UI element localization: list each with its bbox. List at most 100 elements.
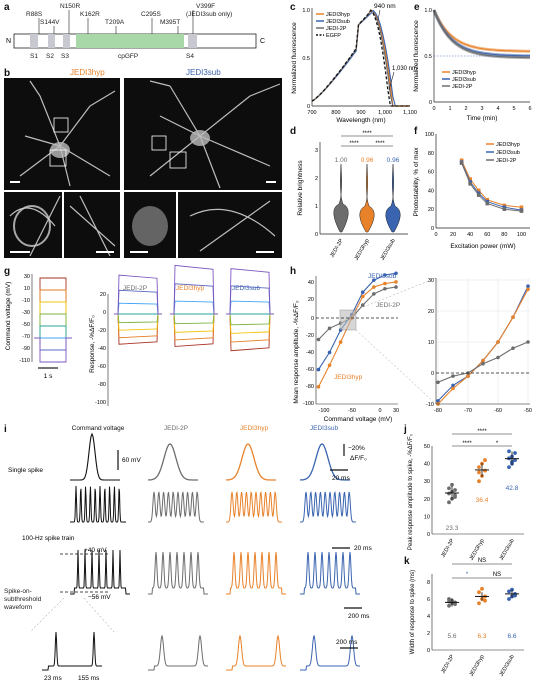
c-ytick-0: 0 bbox=[307, 104, 310, 110]
f-xlabel: Excitation power (mW) bbox=[450, 243, 515, 250]
f-legend-jedi3hyp: JEDI3hyp bbox=[496, 142, 520, 148]
j-ytick: 40 bbox=[424, 462, 430, 468]
i-label-40mv: +40 mV bbox=[84, 547, 107, 554]
i-spike-train-trace bbox=[226, 491, 282, 523]
k-value-jedi3hyp: 6.3 bbox=[477, 633, 486, 640]
c-xtick-700: 700 bbox=[307, 110, 316, 116]
e-xlabel: Time (min) bbox=[467, 115, 498, 122]
d-cat-jedi3sub: JEDI3sub bbox=[380, 238, 397, 262]
i-subthreshold-trace bbox=[226, 551, 286, 595]
g-response-trace bbox=[226, 313, 274, 326]
e-xtick: 5 bbox=[512, 106, 515, 112]
brightness-violin-chart: Relative brightness 0 1 2 3 1.00 0.96 0.… bbox=[297, 131, 408, 262]
c-ylabel: Normalized fluorescence bbox=[291, 22, 298, 94]
h-series-jedi2p-point bbox=[394, 285, 398, 289]
g-ytick-10: 10 bbox=[24, 286, 30, 292]
j-point bbox=[453, 488, 457, 492]
j-point bbox=[477, 470, 481, 475]
segment-label-s1: S1 bbox=[30, 53, 38, 60]
c-tail-label: 1,030 nm bbox=[392, 66, 417, 72]
f-xtick: 100 bbox=[517, 232, 526, 238]
g-response-trace bbox=[170, 264, 218, 315]
n-terminus-label: N bbox=[6, 38, 11, 45]
f-series-jedi3hyp-point bbox=[502, 203, 507, 208]
e-line-jedi2p bbox=[433, 9, 530, 59]
j-point bbox=[477, 479, 481, 484]
k-cat-jedi3hyp: JEDI3hyp bbox=[469, 654, 486, 678]
i-scale-200ms-b: 200 ms bbox=[336, 639, 358, 646]
d-sig-2p-hyp: **** bbox=[349, 141, 359, 147]
h-series-jedi3sub-line bbox=[318, 272, 397, 370]
j-point bbox=[477, 465, 481, 470]
k-point bbox=[453, 602, 457, 606]
h-zoom-jedi3hyp-point bbox=[481, 358, 485, 363]
segment-label-s4: S4 bbox=[186, 53, 194, 60]
h-ytick-m100: -100 bbox=[303, 401, 314, 407]
f-ytick: 0 bbox=[431, 226, 434, 232]
h-ytick-0: 0 bbox=[311, 316, 314, 322]
panel-label-i: i bbox=[4, 424, 7, 435]
g-ytick-m10: -10 bbox=[22, 298, 30, 304]
h-xtick-m50: -50 bbox=[348, 408, 356, 414]
h-xtick-0: 0 bbox=[378, 408, 381, 414]
c-legend-jedi3hyp: JEDI3hyp bbox=[326, 12, 350, 18]
h-rtick-20: 20 bbox=[428, 309, 434, 315]
f-ytick: 100 bbox=[425, 132, 434, 138]
h-series-jedi3hyp-point bbox=[372, 285, 376, 289]
g-response-trace bbox=[226, 300, 274, 315]
i-row-spike-train: 100-Hz spike train bbox=[22, 535, 75, 542]
h-rxtick-m80: -80 bbox=[434, 408, 442, 414]
inset-jedi3hyp-1 bbox=[4, 192, 62, 258]
f-series-jedi3sub-point bbox=[485, 199, 490, 204]
protein-domain-diagram: N C R88S S144V N150R K162R T209A C295S M… bbox=[6, 3, 265, 60]
j-point bbox=[483, 458, 487, 462]
k-point bbox=[507, 597, 511, 601]
h-zoom-jedi3sub-line bbox=[437, 285, 529, 402]
f-series-jedi3sub-point bbox=[476, 191, 481, 196]
f-ytick: 20 bbox=[428, 207, 434, 213]
h-zoom-jedi2p-point bbox=[496, 355, 500, 360]
d-cat-jedi3hyp: JEDI3hyp bbox=[354, 238, 371, 262]
photostability-power-chart: Photostability, % of max Excitation powe… bbox=[413, 132, 530, 250]
f-legend-jedi2p: JEDI-2P bbox=[496, 158, 517, 164]
g-ylabel-left: Command voltage (mV) bbox=[5, 282, 12, 351]
k-point bbox=[483, 598, 487, 603]
f-ytick: 80 bbox=[428, 151, 434, 157]
f-series-jedi2p-point bbox=[519, 209, 524, 213]
i-subthreshold-trace bbox=[148, 551, 208, 595]
f-series-jedi2p-point bbox=[502, 207, 507, 211]
i-scale-60mv: 60 mV bbox=[122, 457, 141, 464]
f-legend-jedi3sub: JEDI3sub bbox=[496, 150, 520, 156]
e-xtick: 1 bbox=[448, 106, 451, 112]
e-legend-jedi2p: JEDI-2P bbox=[452, 84, 473, 90]
segment-s1 bbox=[30, 34, 38, 48]
d-ylabel: Relative brightness bbox=[297, 160, 304, 216]
k-cat-jedi2p: JEDI-2P bbox=[440, 654, 456, 675]
k-ytick: 4 bbox=[427, 614, 430, 620]
f-ytick: 60 bbox=[428, 170, 434, 176]
i-spike-train-trace bbox=[300, 491, 356, 523]
h-zoom-jedi3hyp-point bbox=[496, 340, 500, 344]
c-peak-label: 940 nm bbox=[374, 3, 396, 10]
g-rtick-m100: -100 bbox=[95, 400, 106, 406]
mutation-v399f: V399F bbox=[196, 3, 215, 10]
segment-s4 bbox=[188, 34, 197, 48]
h-series-jedi3sub-point bbox=[383, 273, 387, 277]
e-ytick-0: 0 bbox=[429, 100, 432, 106]
h-ytick-20: 20 bbox=[308, 297, 314, 303]
j-sig-2p-sub: **** bbox=[477, 429, 487, 435]
g-command-step bbox=[34, 325, 72, 339]
h-ytick-m60: -60 bbox=[306, 367, 314, 373]
panel-label-d: d bbox=[290, 126, 297, 137]
panel-label-f: f bbox=[414, 126, 418, 137]
h-series-jedi3sub-point bbox=[372, 278, 376, 282]
inset-jedi3sub-2 bbox=[178, 192, 282, 258]
micrograph-jedi3hyp bbox=[4, 78, 120, 190]
j-value-jedi3sub: 42.8 bbox=[506, 485, 519, 492]
h-rtick-m10: -10 bbox=[426, 402, 434, 408]
k-ytick: 8 bbox=[427, 580, 430, 586]
panel-label-k: k bbox=[404, 556, 410, 567]
g-title-jedi2p: JEDI-2P bbox=[123, 285, 147, 292]
f-series-jedi2p-point bbox=[485, 201, 490, 206]
c-xtick-1100: 1,100 bbox=[403, 110, 417, 116]
